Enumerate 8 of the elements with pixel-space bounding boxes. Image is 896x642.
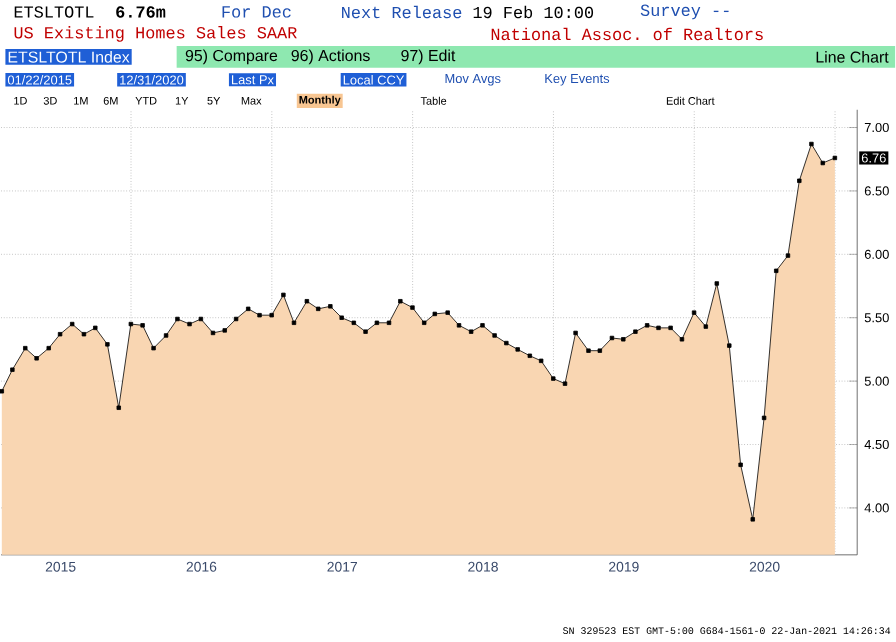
text: 6.76m — [116, 5, 166, 18]
chart-title: US Existing Homes Sales SAAR — [14, 25, 297, 42]
text: ETSLTOTL — [14, 5, 94, 18]
text: For Dec — [222, 6, 291, 18]
text: Survey -- — [640, 4, 729, 20]
text: Next Release — [342, 5, 462, 18]
chart-subtitle: National Assoc. of Realtors — [491, 27, 763, 40]
text: 19 Feb 10:00 — [473, 5, 594, 18]
